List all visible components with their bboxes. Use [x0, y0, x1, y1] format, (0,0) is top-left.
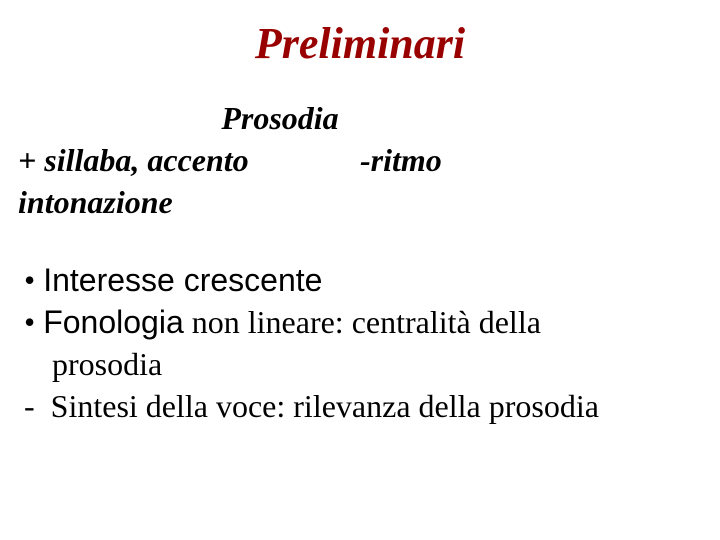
bullet-1-text: Interesse crescente: [43, 262, 322, 298]
subtitle-sillaba-accento: + sillaba, accento: [18, 142, 249, 179]
subtitle-ritmo: -ritmo: [360, 142, 442, 179]
subtitle-prosodia: Prosodia: [0, 100, 560, 137]
bullet-marker: •: [24, 262, 35, 298]
bullet-2: • Fonologia non lineare: centralità dell…: [24, 302, 541, 342]
bullet-marker: •: [24, 304, 35, 340]
bullet-2-sans: Fonologia: [43, 304, 184, 340]
bullet-1: • Interesse crescente: [24, 260, 322, 300]
bullet-3-text: Sintesi della voce: rilevanza della pros…: [51, 388, 599, 424]
bullet-3: - Sintesi della voce: rilevanza della pr…: [24, 386, 599, 426]
slide: Preliminari Prosodia + sillaba, accento …: [0, 0, 720, 540]
bullet-2-cont: prosodia: [52, 344, 162, 384]
subtitle-intonazione: intonazione: [18, 184, 173, 221]
slide-title: Preliminari: [0, 18, 720, 69]
bullet-marker: -: [24, 388, 35, 424]
bullet-2-rest: non lineare: centralità della: [184, 304, 541, 340]
